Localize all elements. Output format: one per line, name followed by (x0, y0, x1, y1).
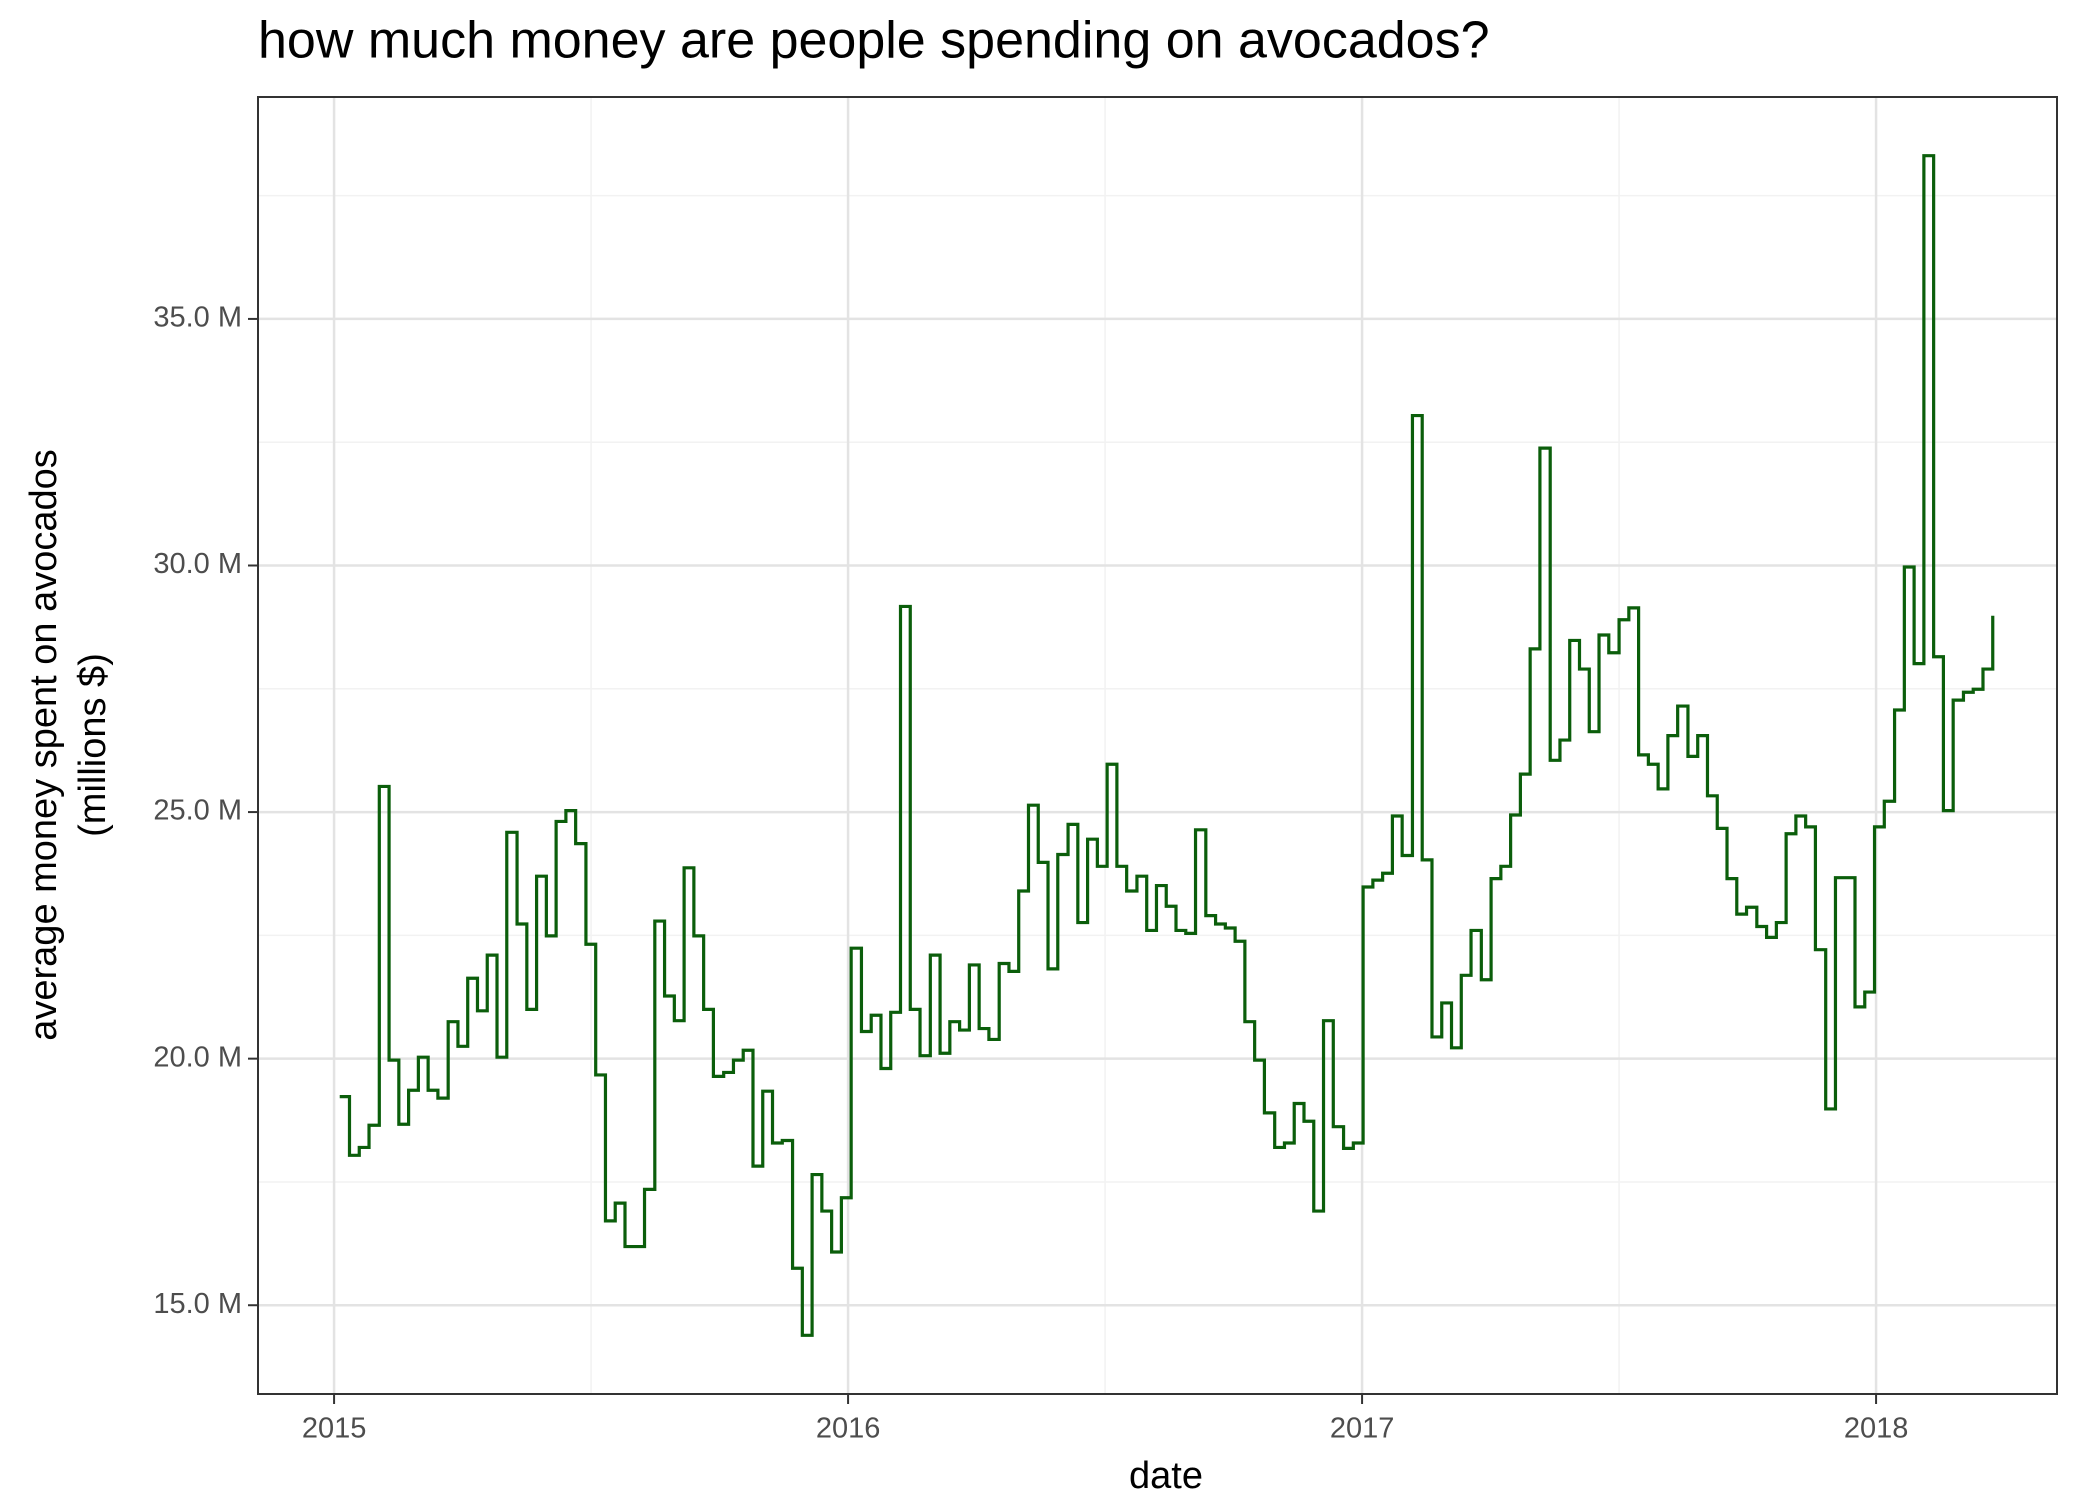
step-line (339, 154, 1995, 1337)
y-tick-label: 15.0 M (153, 1288, 242, 1320)
y-tick-label: 35.0 M (153, 302, 242, 334)
panel-border (257, 96, 2058, 1395)
y-tick-label: 25.0 M (153, 795, 242, 827)
x-tick-label: 2017 (1330, 1413, 1395, 1445)
y-axis-title: (millions $) (72, 653, 114, 837)
y-tick-label: 20.0 M (153, 1041, 242, 1073)
x-tick-label: 2018 (1844, 1413, 1909, 1445)
y-tick-label: 30.0 M (153, 548, 242, 580)
x-tick-label: 2016 (816, 1413, 881, 1445)
chart-title: how much money are people spending on av… (258, 12, 1490, 70)
x-axis-title: date (1129, 1455, 1203, 1497)
x-tick-label: 2015 (302, 1413, 367, 1445)
y-axis-title: average money spent on avocados (23, 449, 65, 1041)
